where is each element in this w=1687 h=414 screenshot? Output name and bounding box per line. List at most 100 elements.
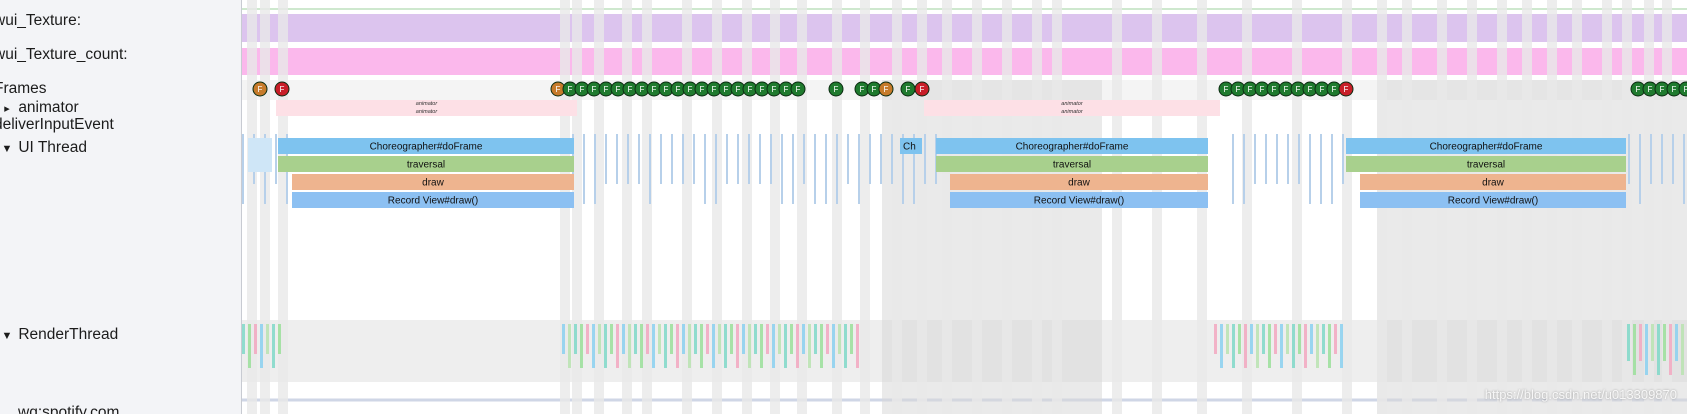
frame-marker-label: F: [834, 85, 839, 94]
ui-thread-micro-slice: [781, 134, 783, 204]
render-thread-slice: [790, 324, 793, 354]
ui-thread-micro-slice: [825, 134, 827, 204]
render-thread-slice: [1256, 324, 1259, 368]
frame-marker-label: F: [568, 85, 573, 94]
animator-slice-label: animator: [416, 101, 439, 107]
frame-marker-label: F: [640, 85, 645, 94]
track-label-text: animator: [18, 99, 78, 116]
render-thread-slice: [658, 324, 661, 354]
ui-thread-micro-slice: [660, 134, 662, 184]
ui-thread-micro-slice: [649, 134, 651, 204]
ui-thread-micro-slice: [737, 134, 739, 184]
render-thread-slice: [1645, 324, 1648, 375]
record-view-draw-slice-label: Record View#draw(): [1448, 196, 1538, 207]
render-thread-slice: [766, 324, 769, 354]
ui-thread-micro-slice: [880, 134, 882, 184]
render-thread-slice: [1627, 324, 1630, 361]
ui-thread-micro-slice: [1639, 134, 1641, 204]
ui-thread-micro-slice: [1320, 134, 1322, 204]
vsync-stripe: [1342, 0, 1352, 414]
track-label-wui-texture-count[interactable]: wui_Texture_count:: [0, 46, 128, 64]
frame-marker-label: F: [688, 85, 693, 94]
render-thread-slice: [568, 324, 571, 368]
render-thread-slice: [694, 324, 697, 354]
render-thread-slice: [592, 324, 595, 368]
draw-slice-label: draw: [422, 178, 444, 189]
draw-slice-label: draw: [1068, 178, 1090, 189]
frame-marker-label: F: [616, 85, 621, 94]
track-label-ui-thread[interactable]: ▼ UI Thread: [0, 139, 87, 158]
collapse-arrow-icon[interactable]: ▼: [0, 327, 14, 345]
frame-marker-label: F: [860, 85, 865, 94]
frame-marker-label: F: [652, 85, 657, 94]
collapse-arrow-icon[interactable]: ▼: [0, 140, 14, 158]
render-thread-slice: [844, 324, 847, 368]
timeline-canvas[interactable]: animator animator animator animator Choreogr…: [242, 0, 1687, 414]
ui-thread-micro-slice: [1331, 134, 1333, 204]
render-thread-slice: [1639, 324, 1642, 361]
ui-thread-micro-slice: [275, 134, 277, 184]
render-thread-slice: [1250, 324, 1253, 354]
frame-marker-label: F: [1224, 85, 1229, 94]
ui-thread-micro-slice: [693, 134, 695, 184]
animator-slice-label: animator: [1061, 109, 1084, 115]
frame-marker-label: F: [906, 85, 911, 94]
frame-marker-label: F: [760, 85, 765, 94]
frame-marker-label: F: [258, 85, 263, 94]
track-label-deliver-input-event[interactable]: deliverInputEvent: [0, 116, 114, 134]
render-thread-slice: [616, 324, 619, 368]
track-label-text: wui_Texture_count:: [0, 46, 128, 63]
render-thread-slice: [832, 324, 835, 368]
render-thread-slice: [604, 324, 607, 368]
render-thread-slice: [586, 324, 589, 354]
ui-thread-micro-slice: [1298, 134, 1300, 184]
track-label-frames[interactable]: Frames: [0, 80, 47, 98]
vsync-stripe: [917, 0, 927, 414]
frame-marker-label: F: [748, 85, 753, 94]
ui-thread-micro-slice: [924, 134, 926, 184]
ui-thread-micro-slice: [1243, 134, 1245, 204]
render-thread-slice: [1322, 324, 1325, 354]
frame-marker-label: F: [700, 85, 705, 94]
ui-thread-micro-slice: [814, 134, 816, 204]
render-thread-slice: [1238, 324, 1241, 354]
render-thread-slice: [1675, 324, 1678, 361]
render-thread-slice: [1268, 324, 1271, 368]
track-label-bottom[interactable]: wq:spotify.com: [18, 404, 119, 414]
frame-marker-label: F: [1684, 85, 1687, 94]
render-thread-slice: [1244, 324, 1247, 368]
ui-thread-micro-slice: [1254, 134, 1256, 184]
render-thread-slice: [748, 324, 751, 368]
frame-marker-label: F: [1236, 85, 1241, 94]
render-thread-slice: [826, 324, 829, 354]
ui-thread-micro-slice: [583, 134, 585, 204]
ui-thread-micro-slice: [1232, 134, 1234, 204]
frame-marker-label: F: [592, 85, 597, 94]
choreographer-doframe-slice-label: Choreographer#doFrame: [370, 142, 483, 153]
frame-marker-label: F: [1248, 85, 1253, 94]
track-label-wui-texture[interactable]: wui_Texture:: [0, 12, 81, 30]
ui-thread-micro-slice: [836, 134, 838, 204]
frame-marker-label: F: [1284, 85, 1289, 94]
animator-slice-label: animator: [1061, 101, 1084, 107]
render-thread-slice: [1214, 324, 1217, 354]
render-thread-slice: [682, 324, 685, 354]
render-thread-slice: [1657, 324, 1660, 375]
render-thread-slice: [1280, 324, 1283, 368]
render-thread-slice: [778, 324, 781, 354]
traversal-slice-label: traversal: [407, 160, 445, 171]
ui-thread-micro-slice: [847, 134, 849, 184]
animator-slice-label: animator: [416, 109, 439, 115]
frame-marker-label: F: [736, 85, 741, 94]
ui-thread-micro-slice: [715, 134, 717, 204]
track-label-text: RenderThread: [18, 326, 118, 343]
frame-marker-label: F: [604, 85, 609, 94]
frame-marker-label: F: [920, 85, 925, 94]
timeline-panel[interactable]: animator animator animator animator Choreogr…: [242, 0, 1687, 414]
track-label-render-thread[interactable]: ▼ RenderThread: [0, 326, 118, 345]
render-thread-slice: [242, 324, 245, 354]
ui-thread-edge-slice: [248, 138, 272, 172]
choreographer-doframe-slice-label: Choreographer#doFrame: [1430, 142, 1543, 153]
ui-thread-micro-slice: [1683, 134, 1685, 204]
frame-marker-label: F: [664, 85, 669, 94]
